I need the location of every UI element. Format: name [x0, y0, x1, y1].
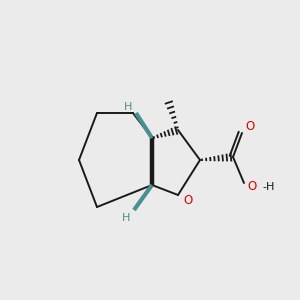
Text: O: O — [247, 181, 256, 194]
Text: O: O — [183, 194, 192, 206]
Text: O: O — [245, 121, 254, 134]
Text: H: H — [124, 102, 132, 112]
Text: -H: -H — [262, 182, 274, 192]
Text: H: H — [122, 213, 130, 223]
